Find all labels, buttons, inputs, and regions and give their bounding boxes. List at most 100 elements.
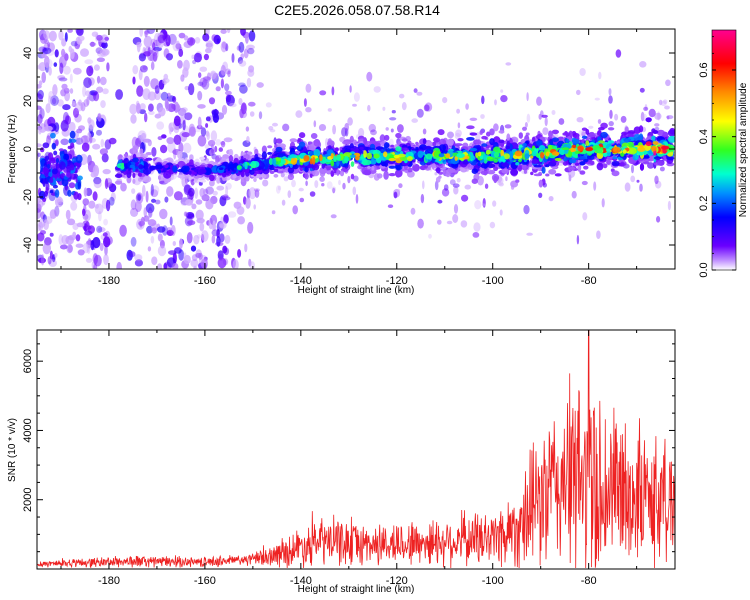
band-blob xyxy=(114,180,123,185)
noise-blob xyxy=(116,261,122,269)
noise-blob xyxy=(75,234,81,242)
noise-blob xyxy=(193,234,200,245)
noise-blob xyxy=(76,29,84,36)
noise-blob xyxy=(194,37,201,44)
band-blob xyxy=(363,169,372,176)
noise-blob xyxy=(38,80,43,86)
band-blob xyxy=(435,176,441,183)
noise-blob xyxy=(108,183,117,193)
scatter-blob xyxy=(558,162,564,166)
noise-blob xyxy=(44,58,53,69)
noise-blob xyxy=(152,42,156,51)
band-blob xyxy=(596,162,604,171)
noise-blob xyxy=(195,199,203,205)
band-blob xyxy=(330,153,334,159)
noise-blob xyxy=(93,64,100,71)
band-blob xyxy=(273,173,279,178)
band-blob xyxy=(652,130,659,134)
band-blob xyxy=(606,159,611,165)
scatter-blob xyxy=(391,110,396,114)
scatter-blob xyxy=(624,182,631,192)
noise-blob xyxy=(183,184,191,196)
noise-blob xyxy=(198,255,208,267)
scatter-blob xyxy=(349,85,352,93)
scatter-blob xyxy=(461,194,469,202)
scatter-blob xyxy=(366,71,373,82)
scatter-blob xyxy=(657,111,661,121)
band-blob xyxy=(585,128,590,135)
noise-blob xyxy=(96,225,103,233)
noise-blob xyxy=(62,104,71,111)
band-blob xyxy=(538,179,543,188)
noise-blob xyxy=(166,229,174,236)
band-blob xyxy=(177,174,185,179)
band-blob xyxy=(522,126,527,131)
noise-blob xyxy=(159,208,168,220)
band-blob xyxy=(336,159,340,167)
noise-blob xyxy=(72,67,82,75)
noise-blob xyxy=(43,39,49,44)
band-blob xyxy=(228,155,234,163)
noise-blob xyxy=(49,209,57,220)
noise-blob xyxy=(103,236,111,248)
band-blob xyxy=(415,146,419,151)
noise-blob xyxy=(101,42,106,48)
band-blob xyxy=(466,125,475,130)
scatter-blob xyxy=(303,98,307,107)
band-blob xyxy=(561,147,570,151)
band-blob xyxy=(477,161,481,167)
noise-blob xyxy=(62,111,70,124)
scatter-blob xyxy=(456,108,460,114)
scatter-blob xyxy=(309,191,316,197)
band-blob xyxy=(523,169,528,174)
noise-blob xyxy=(64,32,68,42)
noise-blob xyxy=(194,187,199,199)
scatter-blob xyxy=(352,186,357,196)
band-blob xyxy=(287,157,292,161)
band-blob xyxy=(607,127,615,131)
scatter-blob xyxy=(331,186,337,192)
scatter-blob xyxy=(401,102,407,111)
band-blob xyxy=(477,151,482,157)
noise-blob xyxy=(220,29,227,34)
band-blob xyxy=(501,162,509,168)
noise-blob xyxy=(54,49,59,58)
noise-blob xyxy=(58,234,64,246)
noise-blob xyxy=(192,59,197,65)
noise-blob xyxy=(98,227,106,233)
band-blob xyxy=(366,152,373,160)
band-blob xyxy=(371,166,375,171)
band-blob xyxy=(384,142,390,149)
noise-blob xyxy=(138,109,146,115)
noise-blob xyxy=(166,53,173,61)
band-blob xyxy=(114,173,123,178)
noise-blob xyxy=(198,181,203,186)
noise-blob xyxy=(132,65,139,75)
scatter-blob xyxy=(310,133,318,139)
noise-blob xyxy=(48,90,54,100)
scatter-blob xyxy=(269,129,276,133)
noise-blob xyxy=(248,65,255,73)
noise-blob xyxy=(187,220,196,226)
band-blob xyxy=(642,161,650,165)
band-blob xyxy=(533,164,542,168)
band-blob xyxy=(548,169,557,175)
scatter-blob xyxy=(423,104,430,112)
noise-blob xyxy=(224,234,231,244)
scatter-blob xyxy=(523,204,530,215)
noise-blob xyxy=(97,113,102,121)
noise-blob xyxy=(130,207,139,217)
noise-blob xyxy=(91,92,98,97)
band-blob xyxy=(412,158,416,163)
band-blob xyxy=(568,166,576,170)
scatter-blob xyxy=(434,180,439,191)
band-blob xyxy=(199,164,206,168)
noise-blob xyxy=(164,196,169,203)
scatter-blob xyxy=(656,216,661,223)
noise-blob xyxy=(37,232,45,242)
scatter-blob xyxy=(265,102,272,108)
noise-blob xyxy=(100,138,105,148)
noise-blob xyxy=(90,240,95,251)
noise-blob xyxy=(191,203,197,210)
